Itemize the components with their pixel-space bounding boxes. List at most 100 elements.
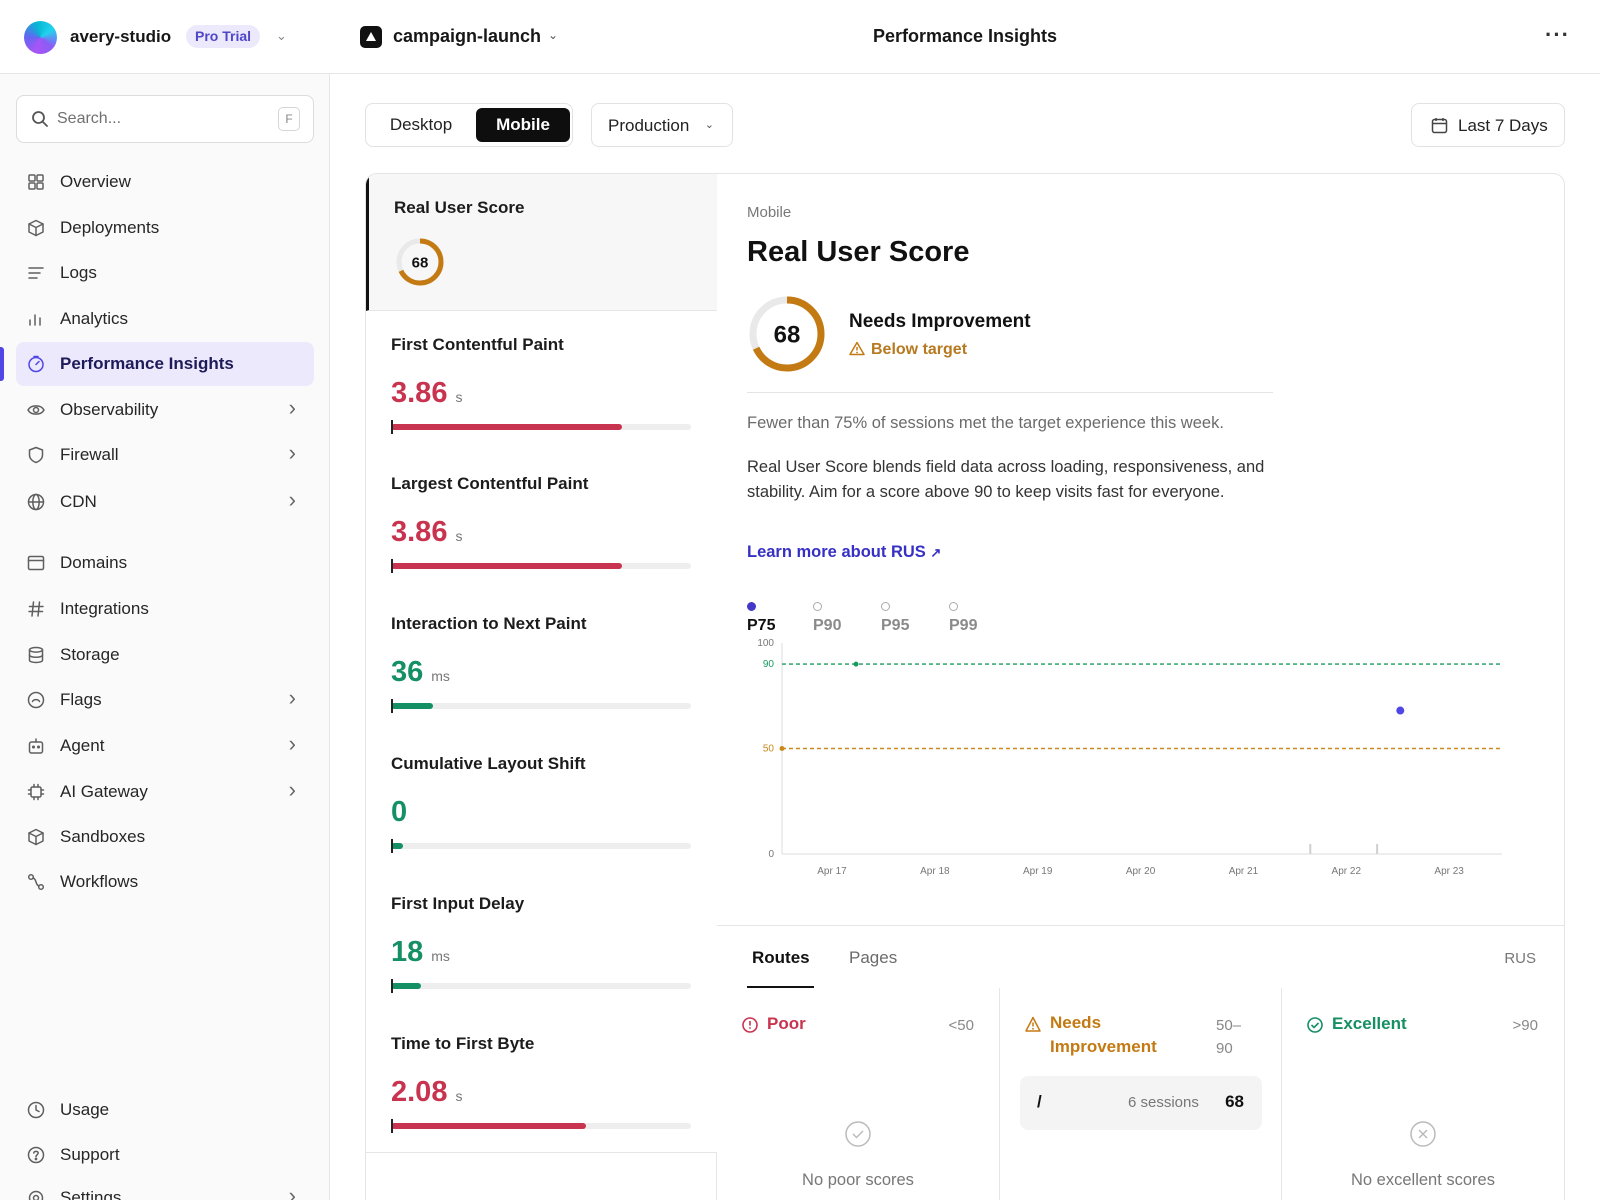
rus-column-label: RUS <box>1504 950 1536 967</box>
legend-label: P75 <box>747 617 776 634</box>
metric-card[interactable]: Interaction to Next Paint 36 ms <box>366 590 717 733</box>
chevron-right-icon: › <box>288 731 296 756</box>
search-field[interactable]: Search... F <box>16 95 314 143</box>
metric-card[interactable]: First Contentful Paint 3.86 s <box>366 311 717 454</box>
legend-item-p90[interactable]: P90 <box>813 599 841 635</box>
database-icon <box>28 646 44 664</box>
sidebar-item-analytics[interactable]: Analytics <box>16 297 314 341</box>
cube-icon <box>28 219 44 237</box>
environment-label: Production <box>608 116 690 135</box>
route-path: / <box>1037 1092 1042 1111</box>
hash-icon <box>28 601 44 617</box>
metric-progress-track <box>391 1119 691 1133</box>
metric-card[interactable]: Largest Contentful Paint 3.86 s <box>366 450 717 593</box>
x-tick-label: Apr 23 <box>1434 866 1464 877</box>
date-range-button[interactable]: Last 7 Days <box>1411 103 1565 147</box>
page-title: Performance Insights <box>872 26 1058 46</box>
team-name: avery-studio <box>70 27 172 46</box>
metric-value-group: 3.86 s <box>391 516 462 549</box>
sidebar-item-settings[interactable]: Settings › <box>16 1176 314 1200</box>
legend-dot <box>747 602 756 611</box>
external-link-icon: ↗ <box>930 545 942 560</box>
sidebar-item-domains[interactable]: Domains <box>16 541 314 585</box>
sidebar-item-label: Flags <box>60 690 102 709</box>
sidebar-item-storage[interactable]: Storage <box>16 633 314 677</box>
sidebar-item-sandboxes[interactable]: Sandboxes <box>16 815 314 859</box>
sidebar-item-integrations[interactable]: Integrations <box>16 587 314 631</box>
robot-icon <box>28 738 44 754</box>
sidebar-item-cdn[interactable]: CDN › <box>16 480 314 524</box>
check-circle-icon <box>1307 1017 1323 1033</box>
metric-name: Cumulative Layout Shift <box>391 754 586 773</box>
metric-progress-marker <box>391 1119 393 1133</box>
project-name[interactable]: campaign-launch <box>393 26 542 46</box>
sidebar-item-firewall[interactable]: Firewall › <box>16 433 314 477</box>
metric-progress-track <box>391 559 691 573</box>
route-sessions: 6 sessions <box>1128 1094 1199 1111</box>
legend-item-p95[interactable]: P95 <box>881 599 909 635</box>
ring-score: 68 <box>412 254 429 271</box>
breakdown-panel: Routes Pages RUS Poor <50 No poor scores… <box>717 925 1564 1200</box>
metric-progress-fill <box>391 563 622 569</box>
legend-item-p99[interactable]: P99 <box>949 599 977 635</box>
tab-routes[interactable]: Routes <box>752 948 810 967</box>
sidebar-item-label: Usage <box>60 1100 110 1119</box>
sidebar-item-deployments[interactable]: Deployments <box>16 206 314 250</box>
legend-item-p75[interactable]: P75 <box>747 599 775 635</box>
metric-progress-marker <box>391 839 393 853</box>
sidebar-item-performance-insights[interactable]: Performance Insights <box>16 342 314 386</box>
search-placeholder: Search... <box>57 110 122 127</box>
grid-icon <box>28 174 44 190</box>
sidebar-item-logs[interactable]: Logs <box>16 251 314 295</box>
metric-progress-marker <box>391 699 393 713</box>
plan-badge: Pro Trial <box>186 25 261 48</box>
sidebar-item-observability[interactable]: Observability › <box>16 388 314 432</box>
metric-card[interactable]: Time to First Byte 2.08 s <box>366 1010 717 1153</box>
metric-card[interactable]: Cumulative Layout Shift 0 <box>366 730 717 873</box>
y-tick-label: 90 <box>763 659 775 670</box>
sidebar-item-label: Observability <box>60 400 159 419</box>
sidebar-item-ai-gateway[interactable]: AI Gateway › <box>16 770 314 814</box>
environment-select[interactable]: Production ⌄ <box>591 103 733 147</box>
metric-value: 2.08 <box>391 1076 448 1108</box>
x-tick-label: Apr 22 <box>1332 866 1362 877</box>
metric-card[interactable]: First Input Delay 18 ms <box>366 870 717 1013</box>
sidebar-item-agent[interactable]: Agent › <box>16 724 314 768</box>
team-switcher[interactable]: avery-studio Pro Trial ⌄ <box>0 0 330 74</box>
chevron-down-icon[interactable]: ⌄ <box>548 28 559 42</box>
shield-icon <box>28 446 44 464</box>
sidebar-item-label: Deployments <box>60 218 160 237</box>
warning-icon <box>849 341 865 356</box>
sidebar-item-overview[interactable]: Overview <box>16 160 314 204</box>
metric-progress-track <box>391 979 691 993</box>
chevron-right-icon: › <box>288 1183 296 1200</box>
metric-name: First Input Delay <box>391 894 525 913</box>
device-option-desktop[interactable]: Desktop <box>389 115 453 134</box>
threshold-marker <box>779 746 785 751</box>
sidebar-item-support[interactable]: Support <box>16 1133 314 1177</box>
metric-card[interactable]: Real User Score 68 <box>366 174 717 311</box>
gauge-icon <box>28 355 44 373</box>
project-icon <box>360 26 382 48</box>
metric-progress-track <box>391 839 691 853</box>
chevron-up-down-icon[interactable]: ⌄ <box>276 28 287 43</box>
sidebar-item-workflows[interactable]: Workflows <box>16 860 314 904</box>
tab-pages[interactable]: Pages <box>849 948 898 967</box>
sidebar-item-flags[interactable]: Flags › <box>16 678 314 722</box>
sidebar-item-label: AI Gateway <box>60 782 148 801</box>
sidebar-item-usage[interactable]: Usage <box>16 1088 314 1132</box>
metric-progress-fill <box>391 983 421 989</box>
legend-label: P95 <box>881 617 910 634</box>
x-tick-label: Apr 19 <box>1023 866 1053 877</box>
more-menu-icon[interactable]: ··· <box>1545 22 1570 47</box>
sidebar-item-label: Firewall <box>60 445 119 464</box>
eye-icon <box>27 405 45 415</box>
x-tick-label: Apr 21 <box>1229 866 1259 877</box>
metric-progress-fill <box>391 1123 586 1129</box>
legend-dot <box>881 602 890 611</box>
route-row[interactable]: / 6 sessions 68 <box>1020 1076 1262 1130</box>
gear-icon <box>28 1190 44 1200</box>
learn-more-link[interactable]: Learn more about RUS ↗ <box>747 543 941 562</box>
device-option-mobile[interactable]: Mobile <box>476 108 570 142</box>
alert-circle-icon <box>742 1017 758 1033</box>
